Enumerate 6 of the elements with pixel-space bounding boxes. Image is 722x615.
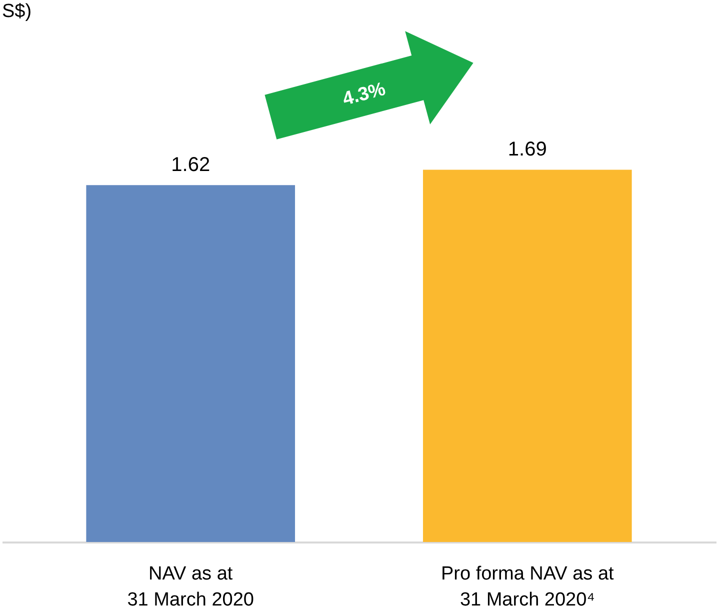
chart-title: S$) [2,1,32,22]
x-tick-label: NAV as at 31 March 2020 [127,564,254,610]
x-tick-label: Pro forma NAV as at 31 March 2020⁴ [440,564,615,610]
text: 4.3% [340,78,388,110]
data-label: 1.69 [508,138,547,161]
data-label: 1.62 [171,154,210,176]
